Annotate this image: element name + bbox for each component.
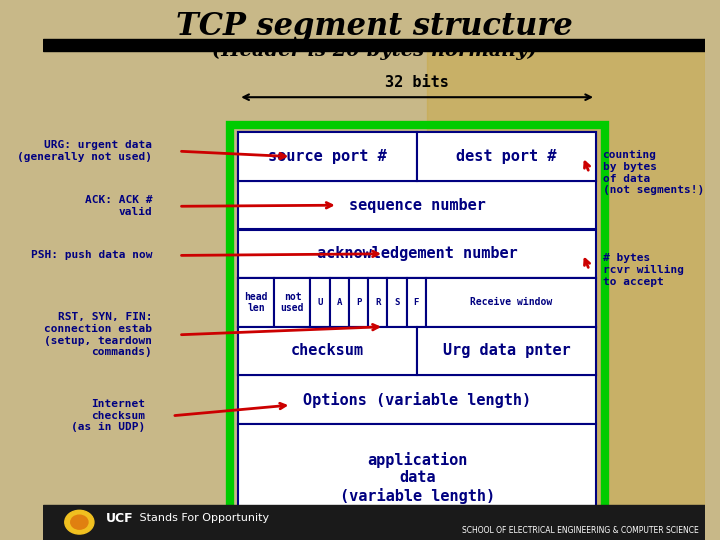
Text: counting
by bytes
of data
(not segments!): counting by bytes of data (not segments!… [603,150,704,195]
Text: A: A [337,298,342,307]
Text: TCP segment structure: TCP segment structure [176,11,572,43]
Bar [43,39,706,51]
Bar [417,327,596,375]
Text: acknowledgement number: acknowledgement number [317,246,518,261]
Bar [238,327,596,375]
Text: source port #: source port # [269,149,387,164]
Text: U: U [318,298,323,307]
Text: Receive window: Receive window [470,298,552,307]
Bar [330,278,349,327]
Text: URG: urgent data
(generally not used): URG: urgent data (generally not used) [17,140,152,162]
Bar [238,375,596,424]
Text: Urg data pnter: Urg data pnter [443,343,570,359]
Bar [368,278,387,327]
Text: R: R [375,298,381,307]
Bar [274,278,310,327]
Text: RST, SYN, FIN:
connection estab
(setup, teardown
commands): RST, SYN, FIN: connection estab (setup, … [44,313,152,357]
Text: checksum: checksum [291,343,364,359]
Text: 32 bits: 32 bits [385,75,449,90]
Text: P: P [356,298,361,307]
Bar [238,278,274,327]
Bar [387,278,407,327]
Text: head
len: head len [245,292,268,313]
Bar [310,278,330,327]
Text: F: F [414,298,419,307]
Text: ACK: ACK #
valid: ACK: ACK # valid [85,195,152,217]
Bar [407,278,426,327]
Text: Stands For Opportunity: Stands For Opportunity [129,514,269,523]
Circle shape [65,510,94,534]
Text: PSH: push data now: PSH: push data now [31,251,152,260]
Bar [238,132,417,181]
Bar [349,278,368,327]
Text: # bytes
rcvr willing
to accept: # bytes rcvr willing to accept [603,253,683,287]
Bar [427,43,706,508]
Bar [238,327,417,375]
Text: application
data
(variable length): application data (variable length) [340,452,495,504]
Bar [238,181,596,230]
Bar [238,424,596,532]
Bar [417,132,596,181]
Bar [238,278,596,327]
Text: dest port #: dest port # [456,149,557,164]
Bar [230,125,605,539]
Bar [238,230,596,278]
Bar [426,278,596,327]
Text: SCHOOL OF ELECTRICAL ENGINEERING & COMPUTER SCIENCE: SCHOOL OF ELECTRICAL ENGINEERING & COMPU… [462,526,698,535]
Text: Internet
checksum
(as in UDP): Internet checksum (as in UDP) [71,399,145,433]
Text: sequence number: sequence number [348,198,485,213]
Bar [238,132,596,181]
Bar [43,505,706,540]
Text: S: S [395,298,400,307]
Text: not
used: not used [281,292,304,313]
Text: (Header is 20 bytes normally): (Header is 20 bytes normally) [212,42,536,60]
Text: UCF: UCF [106,512,133,525]
Circle shape [71,515,88,529]
Text: Options (variable length): Options (variable length) [303,392,531,408]
